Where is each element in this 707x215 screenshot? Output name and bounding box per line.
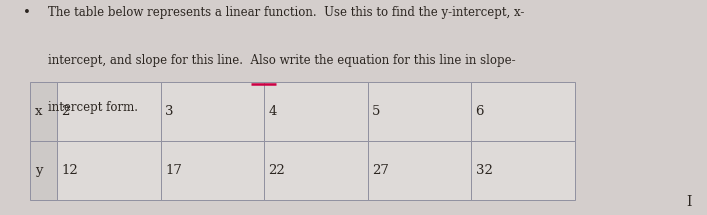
Text: 27: 27 [372, 164, 389, 177]
Text: intercept form.: intercept form. [48, 101, 138, 114]
Text: y: y [35, 164, 42, 177]
Text: 2: 2 [62, 105, 70, 118]
Bar [57, 141, 160, 200]
Text: 4: 4 [269, 105, 277, 118]
Text: 22: 22 [269, 164, 285, 177]
Text: 17: 17 [165, 164, 182, 177]
Text: intercept, and slope for this line.  Also write the equation for this line in sl: intercept, and slope for this line. Also… [48, 54, 515, 67]
Bar [472, 141, 575, 200]
Bar [264, 141, 368, 200]
Text: 32: 32 [476, 164, 492, 177]
Text: I: I [686, 195, 692, 209]
Bar [472, 82, 575, 141]
Bar [30, 82, 57, 141]
Bar [30, 141, 57, 200]
Text: •: • [23, 6, 31, 19]
Text: The table below represents a linear function.  Use this to find the y-intercept,: The table below represents a linear func… [48, 6, 525, 19]
Bar [160, 141, 264, 200]
Text: 3: 3 [165, 105, 173, 118]
Text: 6: 6 [476, 105, 484, 118]
Bar [368, 141, 472, 200]
Bar [57, 82, 160, 141]
Text: x: x [35, 105, 42, 118]
Text: 5: 5 [372, 105, 380, 118]
Bar [160, 82, 264, 141]
Bar [368, 82, 472, 141]
Text: 12: 12 [62, 164, 78, 177]
Bar [264, 82, 368, 141]
